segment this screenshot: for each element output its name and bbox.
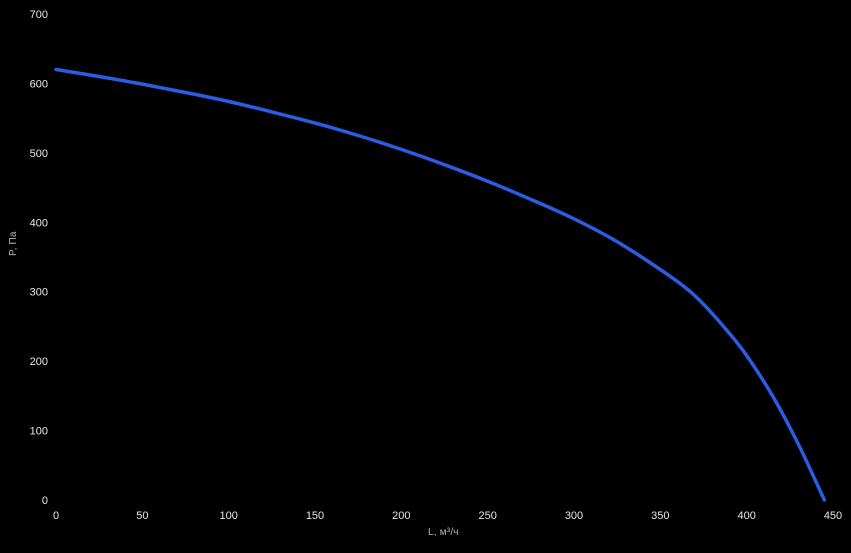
x-tick-label: 0 xyxy=(53,510,59,522)
y-tick-label: 200 xyxy=(30,356,48,368)
x-tick-label: 100 xyxy=(219,510,237,522)
x-axis-title: L, м³/ч xyxy=(428,527,459,538)
y-tick-label: 600 xyxy=(30,78,48,90)
x-tick-label: 250 xyxy=(478,510,496,522)
y-tick-label: 100 xyxy=(30,426,48,438)
x-tick-label: 200 xyxy=(392,510,410,522)
y-tick-label: 0 xyxy=(42,495,48,507)
x-tick-label: 300 xyxy=(565,510,583,522)
x-tick-label: 50 xyxy=(136,510,148,522)
x-tick-label: 150 xyxy=(306,510,324,522)
y-tick-label: 400 xyxy=(30,217,48,229)
y-axis-title: P, Па xyxy=(8,231,19,256)
x-tick-label: 450 xyxy=(824,510,842,522)
y-tick-label: 300 xyxy=(30,287,48,299)
y-tick-label: 500 xyxy=(30,148,48,160)
x-tick-label: 350 xyxy=(651,510,669,522)
y-tick-label: 700 xyxy=(30,9,48,21)
x-tick-label: 400 xyxy=(737,510,755,522)
performance-curve-line xyxy=(54,67,827,502)
